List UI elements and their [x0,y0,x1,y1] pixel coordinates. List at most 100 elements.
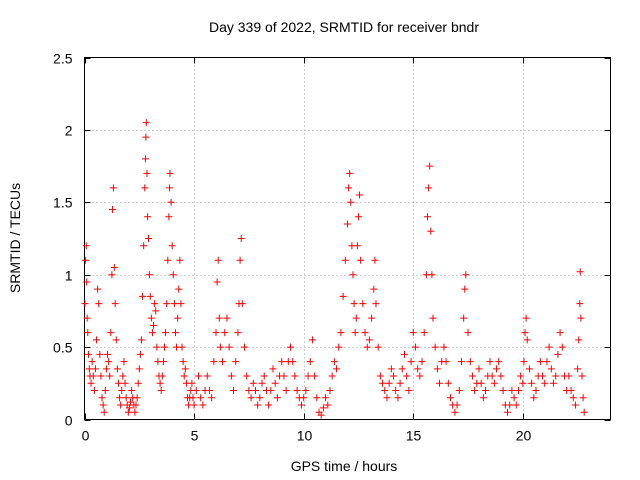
data-point [293,387,301,395]
data-point [525,365,533,373]
data-point [335,343,343,351]
data-point [162,329,170,337]
data-point [418,358,426,366]
data-point [99,401,107,409]
data-point [223,314,231,322]
data-point [278,358,286,366]
data-point [89,372,97,380]
data-point [379,379,387,387]
data-point [83,278,91,286]
data-point [569,394,577,402]
data-point [405,387,413,395]
data-point [214,256,222,264]
data-point [243,372,251,380]
data-point [150,321,158,329]
data-point [158,372,166,380]
data-point [547,365,555,373]
data-point [236,256,244,264]
data-point [169,271,177,279]
data-point [87,379,95,387]
data-point [522,314,530,322]
data-point [175,285,183,293]
data-point [514,387,522,395]
data-point [383,394,391,402]
data-point [486,358,494,366]
data-point [163,300,171,308]
data-point [506,401,514,409]
data-point [205,387,213,395]
data-point [171,329,179,337]
data-point [97,372,105,380]
data-point [442,358,450,366]
data-point [125,404,133,412]
data-point [120,358,128,366]
data-point [398,365,406,373]
data-point [108,271,116,279]
data-point [503,408,511,416]
data-point [113,365,121,373]
data-point [431,343,439,351]
data-point [221,329,229,337]
data-point [349,271,357,279]
data-point [227,372,235,380]
data-point [558,343,566,351]
data-point [189,394,197,402]
data-point [411,343,419,351]
data-point [167,198,175,206]
data-point [114,379,122,387]
data-point [91,365,99,373]
y-axis-label: SRMTID / TECUs [7,183,23,293]
data-point [181,365,189,373]
data-point [159,358,167,366]
data-point [368,314,376,322]
data-point [530,394,538,402]
data-point [306,358,314,366]
data-point [297,401,305,409]
data-point [495,358,503,366]
data-point [199,401,207,409]
data-point [453,401,461,409]
data-point [240,343,248,351]
data-point [232,358,240,366]
data-point [471,387,479,395]
x-axis-label: GPS time / hours [291,458,398,474]
data-point [313,394,321,402]
data-point [490,379,498,387]
data-point [180,372,188,380]
data-point [219,358,227,366]
data-point [466,358,474,366]
data-point [565,372,573,380]
data-point [427,227,435,235]
data-point [135,365,143,373]
data-point [116,394,124,402]
data-point [147,314,155,322]
data-point [556,329,564,337]
data-point [174,314,182,322]
data-point [258,379,266,387]
data-point [237,235,245,242]
data-point [425,184,433,192]
data-point [351,329,359,337]
data-point [433,365,441,373]
data-point [225,343,233,351]
data-point [577,314,585,322]
data-point [464,329,472,337]
data-point [308,336,316,344]
data-point [353,242,361,250]
data-point [468,372,476,380]
data-point [578,372,586,380]
data-point [385,379,393,387]
data-point [156,379,164,387]
data-point [112,336,120,344]
data-point [414,365,422,373]
data-point [139,292,147,300]
data-point [523,336,531,344]
data-point [210,358,218,366]
data-point [528,379,536,387]
data-point [541,379,549,387]
data-point [82,242,90,250]
plot-frame [84,57,611,420]
data-point [311,372,319,380]
data-point [96,350,104,358]
